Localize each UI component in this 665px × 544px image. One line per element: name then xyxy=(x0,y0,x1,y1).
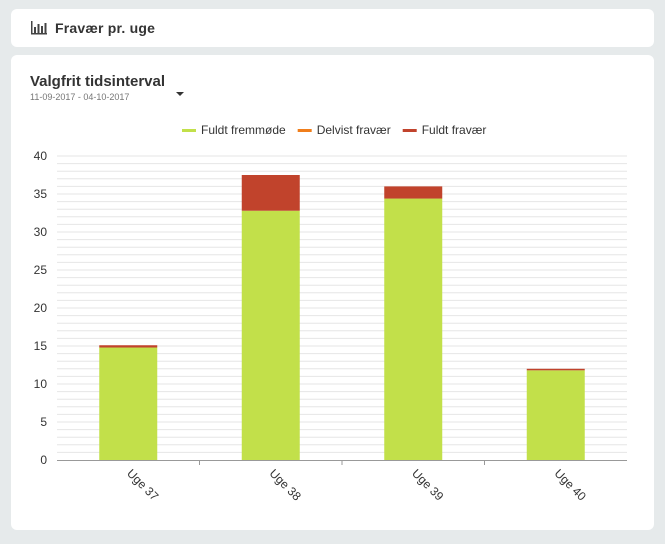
bar-segment[interactable] xyxy=(384,198,443,460)
legend-label[interactable]: Fuldt fremmøde xyxy=(201,123,286,137)
x-tick-label: Uge 38 xyxy=(267,466,304,503)
y-tick-label: 20 xyxy=(34,301,48,315)
chart: Fuldt fremmøde Delvist fravær Fuldt fravær… xyxy=(34,123,627,504)
bar-segment[interactable] xyxy=(241,210,300,460)
x-tick-label: Uge 39 xyxy=(409,466,446,503)
chart-bars xyxy=(99,175,585,460)
range-selector-dates: 11-09-2017 - 04-10-2017 xyxy=(30,92,130,102)
y-tick-label: 30 xyxy=(34,225,48,239)
caret-down-icon[interactable] xyxy=(176,92,184,96)
bar-segment[interactable] xyxy=(99,347,158,460)
header-title-row: Fravær pr. uge xyxy=(31,20,155,36)
chart-card: Valgfrit tidsinterval 11-09-2017 - 04-10… xyxy=(11,55,654,530)
y-tick-label: 5 xyxy=(40,415,47,429)
legend-swatch xyxy=(402,129,417,132)
y-tick-label: 0 xyxy=(40,453,47,467)
legend-swatch xyxy=(297,129,312,132)
page-title: Fravær pr. uge xyxy=(55,20,156,36)
legend-swatch xyxy=(182,129,196,132)
x-tick-label: Uge 37 xyxy=(124,466,161,503)
y-tick-label: 35 xyxy=(34,187,48,201)
range-selector-title[interactable]: Valgfrit tidsinterval xyxy=(30,73,166,90)
x-tick-label: Uge 40 xyxy=(552,466,589,503)
chart-legend: Fuldt fremmøde Delvist fravær Fuldt fravær xyxy=(182,123,486,137)
bar-segment[interactable] xyxy=(526,370,585,460)
bar-chart-icon xyxy=(31,21,47,35)
legend-label[interactable]: Delvist fravær xyxy=(317,123,391,137)
bar-segment[interactable] xyxy=(99,345,158,348)
bar-segment[interactable] xyxy=(384,186,443,199)
y-tick-label: 40 xyxy=(34,149,48,163)
bar-segment[interactable] xyxy=(526,368,585,371)
y-tick-label: 15 xyxy=(34,339,48,353)
bar-segment[interactable] xyxy=(241,175,300,211)
header-card: Fravær pr. uge xyxy=(11,9,654,47)
y-tick-label: 25 xyxy=(34,263,48,277)
y-tick-label: 10 xyxy=(34,377,48,391)
legend-label[interactable]: Fuldt fravær xyxy=(422,123,487,137)
